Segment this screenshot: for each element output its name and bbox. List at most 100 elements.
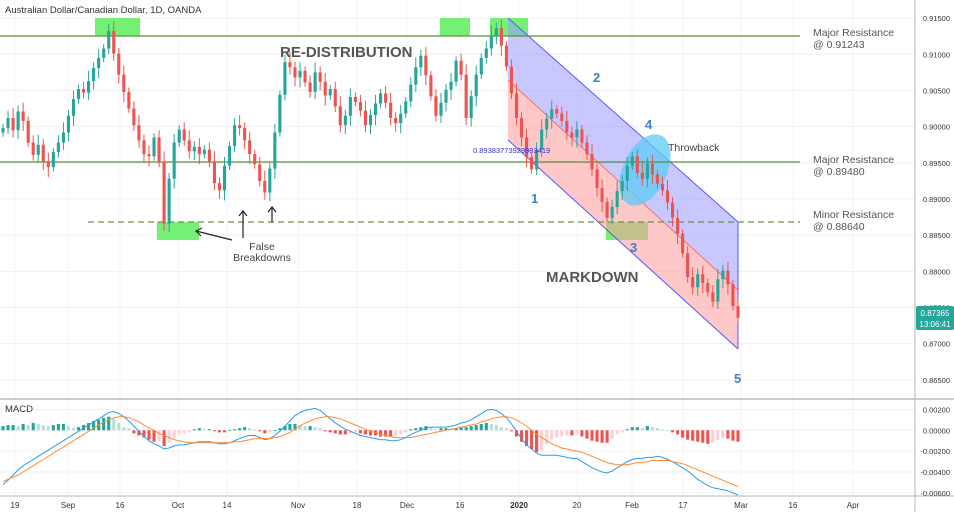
macd-hist-bar	[454, 428, 458, 431]
arrow-head-nov-low-1	[238, 210, 248, 217]
candle-body	[404, 101, 408, 114]
macd-hist-bar	[681, 430, 685, 438]
candle-body	[706, 282, 710, 293]
macd-hist-bar	[550, 430, 554, 440]
macd-hist-bar	[132, 430, 136, 434]
macd-hist-bar	[268, 430, 272, 433]
arrow-head-oct-low	[194, 227, 203, 237]
time-tick-label: Dec	[400, 501, 414, 510]
candle-body	[525, 137, 529, 158]
macd-hist-bar	[263, 430, 267, 434]
macd-hist-bar	[575, 430, 579, 435]
macd-hist-bar	[117, 422, 121, 431]
macd-hist-bar	[610, 430, 614, 439]
minor-resistance-label-line1: Minor Resistance	[813, 209, 894, 221]
macd-hist-bar	[182, 430, 186, 434]
macd-pane-background	[0, 400, 915, 496]
macd-hist-bar	[41, 425, 45, 431]
macd-hist-bar	[112, 418, 116, 431]
candle-body	[655, 174, 660, 184]
candle-body	[202, 149, 206, 155]
macd-tick-label: -0.00400	[920, 468, 950, 477]
macd-hist-bar	[439, 428, 443, 431]
macd-hist-bar	[449, 429, 453, 431]
candle-body	[76, 89, 81, 100]
macd-hist-bar	[595, 430, 599, 442]
candle-body	[424, 55, 428, 76]
macd-hist-bar	[293, 424, 297, 431]
candle-body	[162, 161, 166, 224]
candle-body	[494, 28, 498, 36]
candle-body	[92, 68, 96, 82]
macd-hist-bar	[640, 428, 644, 431]
macd-pane-label: MACD	[5, 404, 33, 415]
candle-body	[268, 168, 272, 193]
macd-hist-bar	[162, 430, 166, 446]
macd-hist-bar	[585, 430, 589, 439]
macd-hist-bar	[565, 430, 569, 436]
candle-body	[620, 180, 624, 192]
chart-title: Australian Dollar/Canadian Dollar, 1D, O…	[5, 5, 202, 16]
macd-hist-bar	[92, 420, 96, 431]
macd-hist-bar	[253, 429, 257, 431]
candle-body	[449, 81, 453, 90]
macd-hist-bar	[187, 430, 191, 433]
price-tick-label: 0.87000	[923, 340, 950, 349]
macd-hist-bar	[363, 430, 368, 435]
price-tick-label: 0.88500	[923, 231, 950, 240]
macd-axis-ticks: 0.00200 0.00000 -0.00200 -0.00400 -0.00600	[920, 405, 950, 497]
macd-hist-bar	[464, 427, 468, 431]
macd-hist-bar	[535, 430, 539, 453]
candle-body	[338, 106, 342, 126]
macd-hist-bar	[555, 430, 559, 438]
minor-resistance-label-line2: @ 0.88640	[813, 221, 865, 233]
price-tick-label: 0.90000	[923, 123, 950, 132]
highlight-box-dec-top	[440, 18, 470, 36]
macd-hist-bar	[51, 425, 55, 431]
candle-body	[489, 35, 493, 49]
candle-body	[142, 140, 146, 155]
macd-tick-label: -0.00600	[920, 489, 950, 498]
macd-hist-bar	[726, 430, 730, 439]
macd-hist-bar	[444, 428, 448, 431]
candle-body	[112, 31, 116, 54]
macd-hist-bar	[343, 430, 347, 435]
macd-hist-bar	[394, 430, 398, 436]
candle-body	[192, 146, 196, 152]
candle-body	[419, 55, 423, 68]
candle-body	[343, 115, 347, 126]
candle-body	[222, 165, 227, 191]
wave-label-5: 5	[734, 371, 741, 386]
macd-tick-label: 0.00200	[923, 405, 950, 414]
macd-hist-bar	[46, 426, 50, 431]
candle-body	[474, 74, 478, 97]
channel-bottom-line	[507, 139, 739, 350]
macd-hist-bar	[87, 422, 91, 431]
macd-hist-bar	[474, 425, 478, 431]
candle-body	[509, 66, 514, 94]
price-badge-time: 13:06:41	[919, 320, 951, 329]
time-tick-label: 17	[679, 501, 688, 510]
candle-body	[686, 253, 690, 278]
candle-body	[147, 154, 151, 157]
time-tick-label: 2020	[510, 501, 528, 510]
macd-hist-bar	[202, 429, 206, 431]
candle-body	[318, 72, 322, 82]
macd-hist-bar	[736, 430, 740, 442]
candle-body	[379, 93, 383, 104]
candle-body	[681, 233, 685, 254]
candle-body	[56, 142, 60, 152]
candle-body	[177, 129, 181, 143]
candle-body	[384, 93, 388, 103]
candle-body	[570, 132, 574, 138]
candle-body	[736, 306, 740, 318]
candle-body	[610, 206, 614, 218]
macd-hist-bar	[222, 430, 227, 433]
macd-hist-bar	[278, 428, 282, 431]
candle-body	[670, 202, 675, 218]
macd-hist-bar	[16, 426, 20, 431]
candle-body	[645, 163, 649, 179]
macd-hist-bar	[429, 427, 433, 431]
candle-body	[429, 75, 433, 97]
grid-lines	[0, 0, 915, 496]
